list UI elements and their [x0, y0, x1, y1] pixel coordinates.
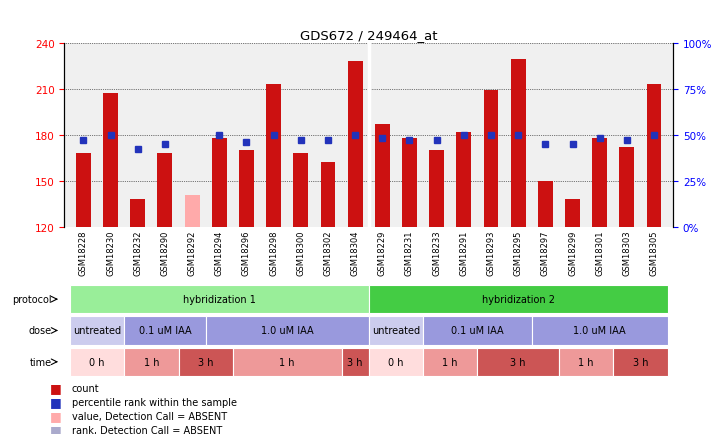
- Text: hybridization 1: hybridization 1: [183, 295, 256, 304]
- Bar: [124, 348, 178, 376]
- Bar: [483, 91, 498, 227]
- Bar: [348, 62, 362, 227]
- Bar: [538, 181, 553, 227]
- Bar: [239, 151, 254, 227]
- Bar: [342, 348, 369, 376]
- Bar: [233, 348, 342, 376]
- Text: ■: ■: [49, 424, 61, 434]
- Text: 1 h: 1 h: [279, 357, 295, 367]
- Text: 3 h: 3 h: [347, 357, 363, 367]
- Text: 3 h: 3 h: [633, 357, 648, 367]
- Text: ■: ■: [49, 395, 61, 408]
- Text: 1 h: 1 h: [144, 357, 159, 367]
- Bar: [402, 138, 417, 227]
- Text: ■: ■: [49, 409, 61, 422]
- Bar: [178, 348, 233, 376]
- Bar: [647, 85, 662, 227]
- Bar: [369, 317, 423, 345]
- Bar: [70, 348, 124, 376]
- Bar: [212, 138, 227, 227]
- Text: 3 h: 3 h: [511, 357, 526, 367]
- Bar: [124, 317, 205, 345]
- Text: time: time: [29, 357, 52, 367]
- Bar: [619, 148, 634, 227]
- Bar: [266, 85, 281, 227]
- Text: ■: ■: [49, 381, 61, 394]
- Text: 1 h: 1 h: [579, 357, 594, 367]
- Bar: [456, 132, 471, 227]
- Text: rank, Detection Call = ABSENT: rank, Detection Call = ABSENT: [72, 425, 222, 434]
- Bar: [532, 317, 667, 345]
- Bar: [565, 200, 580, 227]
- Title: GDS672 / 249464_at: GDS672 / 249464_at: [300, 29, 437, 42]
- Bar: [70, 317, 124, 345]
- Text: 1.0 uM IAA: 1.0 uM IAA: [574, 326, 626, 335]
- Bar: [103, 94, 118, 227]
- Bar: [130, 200, 145, 227]
- Text: 1 h: 1 h: [442, 357, 458, 367]
- Text: value, Detection Call = ABSENT: value, Detection Call = ABSENT: [72, 411, 227, 421]
- Bar: [205, 317, 369, 345]
- Bar: [423, 317, 532, 345]
- Bar: [511, 60, 526, 227]
- Text: 3 h: 3 h: [198, 357, 213, 367]
- Bar: [375, 125, 390, 227]
- Bar: [158, 154, 173, 227]
- Bar: [559, 348, 614, 376]
- Text: percentile rank within the sample: percentile rank within the sample: [72, 397, 237, 407]
- Text: protocol: protocol: [12, 295, 52, 304]
- Text: 0 h: 0 h: [90, 357, 105, 367]
- Bar: [70, 286, 369, 313]
- Text: 0 h: 0 h: [388, 357, 404, 367]
- Bar: [294, 154, 309, 227]
- Bar: [321, 163, 336, 227]
- Text: untreated: untreated: [372, 326, 420, 335]
- Bar: [76, 154, 91, 227]
- Bar: [429, 151, 444, 227]
- Text: count: count: [72, 383, 100, 393]
- Bar: [423, 348, 478, 376]
- Bar: [369, 348, 423, 376]
- Text: 1.0 uM IAA: 1.0 uM IAA: [261, 326, 314, 335]
- Bar: [478, 348, 559, 376]
- Text: hybridization 2: hybridization 2: [482, 295, 555, 304]
- Bar: [185, 195, 200, 227]
- Text: untreated: untreated: [73, 326, 121, 335]
- Text: 0.1 uM IAA: 0.1 uM IAA: [139, 326, 191, 335]
- Text: 0.1 uM IAA: 0.1 uM IAA: [451, 326, 504, 335]
- Bar: [369, 286, 667, 313]
- Bar: [614, 348, 667, 376]
- Text: dose: dose: [29, 326, 52, 335]
- Bar: [592, 138, 607, 227]
